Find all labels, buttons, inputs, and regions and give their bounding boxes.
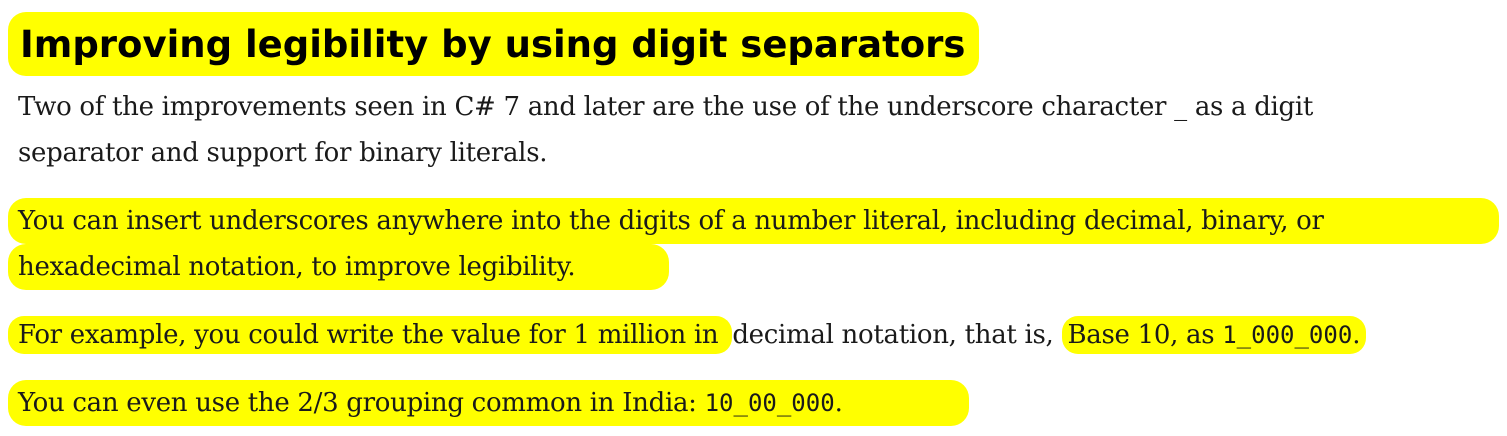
para2-line1: You can insert underscores anywhere into…: [8, 198, 1499, 244]
section-heading: Improving legibility by using digit sepa…: [8, 12, 980, 76]
para3-highlight-2: Base 10, as 1_000_000.: [1061, 316, 1367, 354]
para3-line: For example, you could write the value f…: [8, 312, 1367, 358]
code-million: 1_000_000: [1222, 321, 1353, 349]
para2-line2: hexadecimal notation, to improve legibil…: [8, 244, 669, 290]
para1-line2: separator and support for binary literal…: [18, 138, 548, 168]
para3-highlight-1: For example, you could write the value f…: [8, 316, 733, 354]
code-india-grouping: 10_00_000: [704, 389, 835, 417]
para4-line: You can even use the 2/3 grouping common…: [8, 380, 969, 426]
para1-line1: Two of the improvements seen in C# 7 and…: [18, 92, 1314, 122]
heading-text: Improving legibility by using digit sepa…: [20, 22, 966, 66]
para3-plain: decimal notation, that is,: [732, 320, 1062, 350]
